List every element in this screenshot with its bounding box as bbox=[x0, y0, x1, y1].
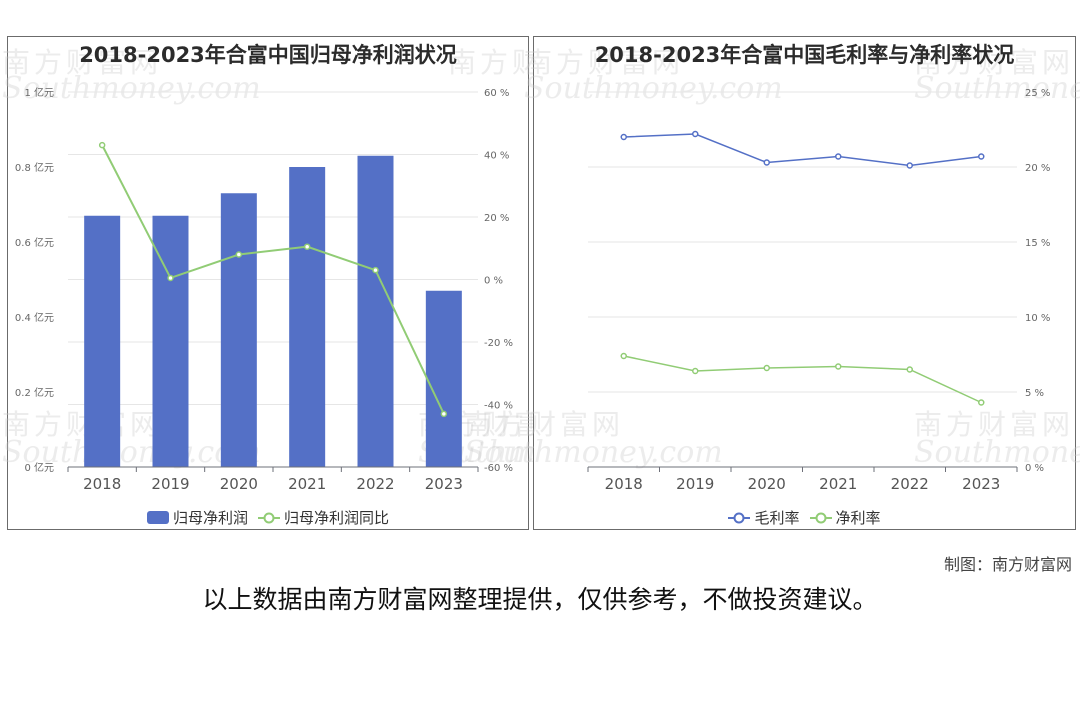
legend-label: 归母净利润同比 bbox=[284, 509, 390, 527]
y-left-tick-label: 1 亿元 bbox=[24, 86, 54, 99]
data-point bbox=[906, 162, 913, 169]
series-line bbox=[623, 133, 982, 167]
net-profit-chart: -60 % -40 % -20 % 0 % 20 % 40 % 60 % 0 亿元 0.2 亿元… bbox=[15, 86, 513, 493]
line-legend-swatch bbox=[258, 512, 280, 523]
data-point bbox=[692, 130, 699, 138]
margin-chart: 0 % 5 % 10 % 15 % 20 % 25 % 2018 2019 2020 2021 20… bbox=[587, 88, 1050, 493]
data-point bbox=[167, 274, 174, 282]
bar bbox=[357, 155, 394, 467]
chart-legend: 毛利率 净利率 bbox=[534, 507, 1075, 528]
x-tick-label: 2019 bbox=[676, 475, 714, 493]
data-point bbox=[835, 363, 842, 370]
legend-item-net-profit[interactable]: 归母净利润 bbox=[146, 507, 248, 528]
data-point bbox=[763, 364, 770, 372]
y-left-tick-label: 0 亿元 bbox=[24, 461, 54, 474]
margin-chart-panel: 南方财富网 Southmoney.com 南方财富网 Southmoney.co… bbox=[464, 36, 1080, 530]
line-legend-swatch bbox=[728, 512, 751, 523]
data-point bbox=[303, 243, 311, 250]
data-point bbox=[620, 352, 627, 360]
data-point bbox=[978, 399, 985, 406]
data-point bbox=[835, 153, 842, 160]
legend-item-net-profit-yoy[interactable]: 归母净利润同比 bbox=[258, 507, 389, 528]
y-right-tick-label: 20 % bbox=[1025, 163, 1050, 174]
chart-legend: 归母净利润 归母净利润同比 bbox=[8, 507, 528, 528]
disclaimer-text: 以上数据由南方财富网整理提供，仅供参考，不做投资建议。 bbox=[202, 585, 878, 614]
chart-credit: 制图：南方财富网 bbox=[943, 555, 1072, 574]
x-tick-label: 2022 bbox=[356, 475, 394, 493]
y-right-tick-label: 0 % bbox=[484, 276, 503, 287]
y-right-tick-label: 25 % bbox=[1025, 88, 1050, 99]
y-left-tick-label: 0.6 亿元 bbox=[15, 236, 54, 249]
y-left-tick-label: 0.4 亿元 bbox=[15, 311, 54, 324]
bar bbox=[220, 193, 257, 467]
data-point bbox=[372, 266, 379, 274]
legend-item-gross-margin[interactable]: 毛利率 bbox=[728, 507, 800, 528]
data-point bbox=[98, 141, 106, 149]
chart-title: 2018-2023年合富中国归母净利润状况 bbox=[79, 43, 457, 67]
y-left-tick-label: 0.8 亿元 bbox=[15, 161, 54, 174]
bar bbox=[152, 215, 189, 467]
data-point bbox=[440, 410, 448, 418]
legend-item-net-margin[interactable]: 净利率 bbox=[809, 507, 881, 528]
series-line bbox=[623, 355, 982, 404]
y-right-tick-label: -20 % bbox=[484, 338, 513, 349]
x-tick-label: 2021 bbox=[288, 475, 326, 493]
bar bbox=[289, 167, 326, 467]
x-tick-label: 2023 bbox=[962, 475, 1000, 493]
y-right-tick-label: 10 % bbox=[1025, 313, 1050, 324]
y-left-tick-label: 0.2 亿元 bbox=[15, 386, 54, 399]
x-tick-label: 2022 bbox=[891, 475, 929, 493]
x-tick-label: 2018 bbox=[605, 475, 643, 493]
data-point bbox=[620, 133, 627, 141]
y-right-tick-label: -60 % bbox=[484, 463, 513, 474]
x-tick-label: 2021 bbox=[819, 475, 857, 493]
y-right-tick-label: 20 % bbox=[484, 213, 509, 224]
x-tick-label: 2020 bbox=[220, 475, 258, 493]
net-profit-chart-panel: 南方财富网 Southmoney.com 南方财富网 Southmoney.co… bbox=[2, 36, 677, 530]
bar bbox=[425, 290, 462, 467]
y-right-tick-label: 60 % bbox=[484, 88, 509, 99]
x-tick-label: 2020 bbox=[748, 475, 786, 493]
x-tick-label: 2019 bbox=[151, 475, 189, 493]
y-right-tick-label: 40 % bbox=[484, 151, 509, 162]
y-right-tick-label: 15 % bbox=[1025, 238, 1050, 249]
data-point bbox=[763, 159, 770, 166]
data-point bbox=[978, 153, 985, 160]
data-point bbox=[692, 367, 699, 375]
y-right-tick-label: 5 % bbox=[1025, 388, 1044, 399]
legend-label: 净利率 bbox=[835, 509, 881, 527]
line-legend-swatch bbox=[809, 512, 832, 523]
x-tick-label: 2023 bbox=[425, 475, 463, 493]
legend-label: 毛利率 bbox=[754, 509, 800, 527]
y-right-tick-label: 0 % bbox=[1025, 463, 1044, 474]
data-point bbox=[235, 251, 243, 258]
bar-legend-swatch bbox=[146, 511, 169, 524]
series-line bbox=[101, 144, 445, 415]
chart-title: 2018-2023年合富中国毛利率与净利率状况 bbox=[594, 43, 1015, 67]
x-tick-label: 2018 bbox=[83, 475, 121, 493]
bar bbox=[84, 215, 121, 467]
data-point bbox=[906, 366, 913, 373]
y-right-tick-label: -40 % bbox=[484, 401, 513, 412]
legend-label: 归母净利润 bbox=[172, 509, 248, 527]
